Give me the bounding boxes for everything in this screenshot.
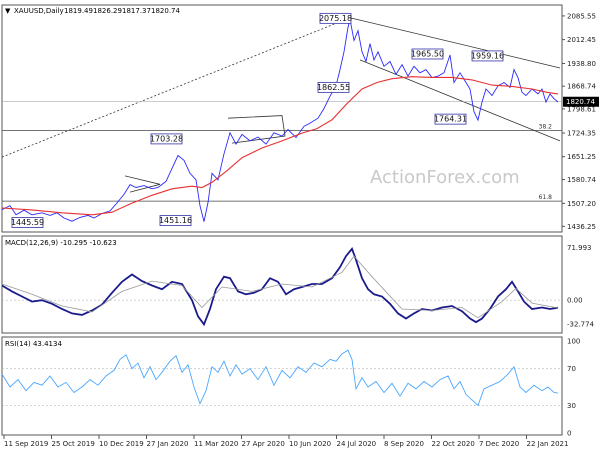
price-layer: 2075.18 1965.50 1959.16 1862.55 1764.31 1703.… — [1, 12, 559, 228]
macd-y-tick-label: -32.774 — [567, 321, 595, 329]
triangle-pattern-2 — [227, 115, 286, 144]
series-line-macd — [1, 247, 559, 327]
x-tick-label: 7 Dec 2020 — [479, 440, 519, 448]
price-annotation-label: 1764.31 — [434, 115, 467, 124]
price-annotation-label: 1965.50 — [411, 49, 444, 58]
price-y-tick-label: 1724.35 — [567, 129, 596, 137]
macd-y-tick-label: 71.993 — [567, 244, 592, 252]
price-annotation-label: 1445.59 — [11, 218, 44, 227]
rsi-y-tick-label: 100 — [567, 338, 580, 346]
price-y-tick-label: 1938.80 — [567, 60, 596, 68]
price-title-triangle: ▼ — [5, 7, 11, 15]
x-tick-label: 25 Oct 2019 — [52, 440, 95, 448]
fib-label: 38.2 — [539, 124, 553, 131]
x-tick-label: 22 Oct 2020 — [432, 440, 475, 448]
price-y-tick-label: 1798.61 — [567, 105, 596, 113]
price-y-tick-label: 1580.74 — [567, 176, 596, 184]
watermark: ActionForex.com — [370, 167, 520, 188]
price-annotation-label: 1862.55 — [317, 83, 350, 92]
macd-layer — [1, 247, 562, 327]
price-annotation-label: 1959.16 — [471, 51, 504, 60]
x-tick-label: 11 Mar 2020 — [194, 440, 238, 448]
series-line-price — [1, 19, 559, 222]
x-tick-label: 22 Jan 2021 — [527, 440, 569, 448]
price-annotation-box — [11, 217, 44, 228]
ohlc-high: 1826.29 — [93, 7, 122, 15]
rsi-layer — [1, 349, 562, 407]
ohlc-open: 1819.49 — [64, 7, 93, 15]
price-annotation-box — [434, 113, 467, 125]
dotted-trendline — [1, 17, 351, 158]
macd-panel-title: MACD(12,26,9) -10.295 -10.623 — [5, 239, 117, 247]
x-tick-label: 10 Dec 2019 — [99, 440, 144, 448]
price-panel-frame — [1, 4, 563, 233]
price-y-tick-label: 1868.74 — [567, 83, 596, 91]
current-price-value: 1820.74 — [566, 98, 595, 106]
triangle-pattern-1 — [124, 175, 161, 193]
price-annotation-box — [471, 50, 504, 62]
channel-upper-line — [349, 17, 561, 69]
price-annotation-box — [150, 133, 183, 145]
ohlc-close: 1820.74 — [151, 7, 180, 15]
price-y-tick-label: 1507.20 — [567, 200, 596, 208]
rsi-panel-title: RSI(14) 43.4134 — [5, 340, 62, 348]
price-annotation-box — [411, 48, 444, 60]
series-line-ma — [1, 76, 559, 216]
price-panel-title: XAUUSD,Daily — [14, 7, 64, 15]
macd-y-tick-label: 0.00 — [567, 297, 583, 305]
price-overlays: 38.2 61.8 — [1, 17, 562, 202]
fib-label: 61.8 — [539, 194, 553, 201]
x-tick-label: 10 Jun 2020 — [289, 440, 331, 448]
price-y-tick-label: 1651.25 — [567, 153, 596, 161]
rsi-y-tick-label: 70 — [567, 365, 576, 373]
price-y-tick-label: 2085.55 — [567, 12, 596, 20]
price-annotation-label: 1451.16 — [159, 216, 192, 225]
series-line-signal — [1, 255, 559, 319]
price-annotation-label: 1703.28 — [150, 134, 183, 143]
price-annotation-box — [159, 215, 192, 226]
rsi-panel-frame — [1, 336, 563, 436]
current-price-tag — [563, 96, 599, 107]
x-tick-label: 24 Jul 2020 — [337, 440, 377, 448]
price-annotation-box — [317, 81, 350, 93]
x-axis-layer: 11 Sep 2019 25 Oct 2019 10 Dec 2019 27 Jan … — [3, 435, 569, 448]
y-axis-layer: 2085.55 2012.45 1938.80 1868.74 1798.61 1724.… — [562, 12, 599, 438]
rsi-y-tick-label: 30 — [567, 402, 576, 410]
rsi-y-tick-label: 0 — [567, 430, 571, 438]
ohlc-low: 1817.37 — [122, 7, 151, 15]
price-y-tick-label: 2012.45 — [567, 36, 596, 44]
x-tick-label: 8 Sep 2020 — [384, 440, 424, 448]
price-y-tick-label: 1436.25 — [567, 223, 596, 231]
channel-lower-line — [359, 59, 561, 142]
series-line-rsi — [1, 349, 559, 407]
macd-panel-frame — [1, 235, 563, 334]
price-annotation-box — [319, 12, 352, 24]
x-tick-label: 27 Jan 2020 — [147, 440, 189, 448]
price-annotation-label: 2075.18 — [319, 14, 352, 23]
x-tick-label: 11 Sep 2019 — [4, 440, 48, 448]
x-tick-label: 27 Apr 2020 — [242, 440, 285, 448]
